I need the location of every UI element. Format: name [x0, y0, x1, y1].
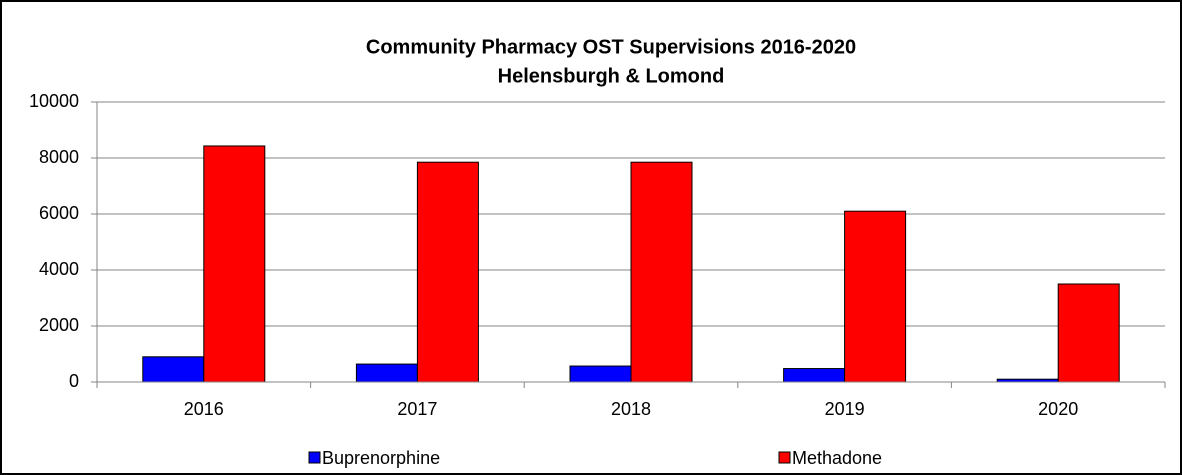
legend-label: Methadone	[792, 448, 882, 468]
bar	[630, 161, 693, 383]
bar	[844, 210, 907, 383]
x-tick-label: 2017	[397, 399, 437, 419]
legend-swatch	[778, 451, 791, 464]
x-tick-label: 2019	[825, 399, 865, 419]
x-tick-label: 2016	[184, 399, 224, 419]
x-tick-label: 2020	[1038, 399, 1078, 419]
y-tick-label: 0	[69, 371, 79, 391]
y-tick-label: 2000	[39, 315, 79, 335]
bar	[569, 365, 632, 383]
y-tick-label: 10000	[29, 91, 79, 111]
bar	[1057, 283, 1120, 383]
bar	[783, 368, 846, 383]
bar	[355, 363, 418, 383]
chart-subtitle: Helensburgh & Lomond	[498, 65, 725, 87]
chart-title: Community Pharmacy OST Supervisions 2016…	[366, 36, 856, 58]
bar	[203, 145, 266, 383]
bar	[416, 161, 479, 383]
legend-label: Buprenorphine	[322, 448, 440, 468]
bar	[142, 356, 205, 383]
y-tick-label: 6000	[39, 203, 79, 223]
x-tick-label: 2018	[611, 399, 651, 419]
y-tick-label: 8000	[39, 147, 79, 167]
y-tick-label: 4000	[39, 259, 79, 279]
legend-swatch	[308, 451, 321, 464]
